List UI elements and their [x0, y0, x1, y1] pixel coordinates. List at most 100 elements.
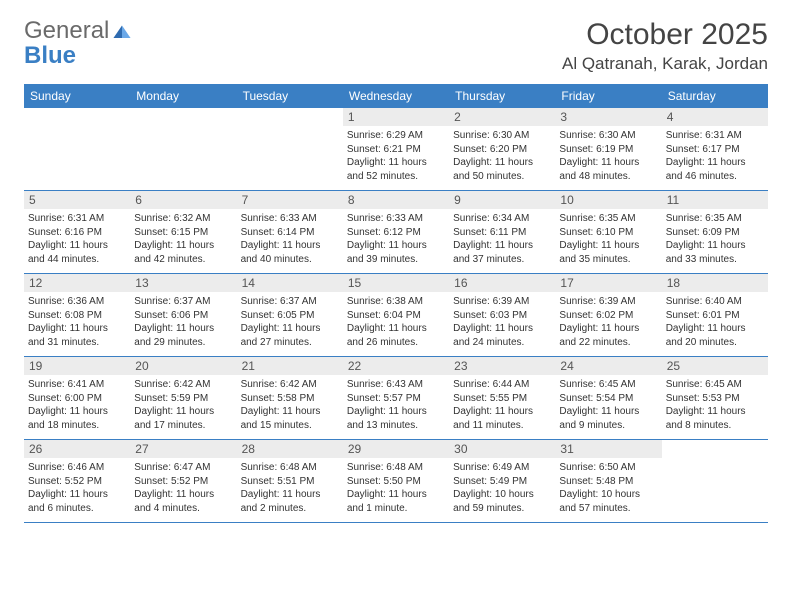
daylight-text: Daylight: 11 hours and 11 minutes. [453, 405, 551, 432]
day-number: 19 [24, 357, 130, 375]
day-details: Sunrise: 6:30 AMSunset: 6:20 PMDaylight:… [453, 129, 551, 183]
sunset-text: Sunset: 6:20 PM [453, 143, 551, 157]
sunrise-text: Sunrise: 6:46 AM [28, 461, 126, 475]
sunrise-text: Sunrise: 6:34 AM [453, 212, 551, 226]
daylight-text: Daylight: 11 hours and 22 minutes. [559, 322, 657, 349]
day-cell: 20Sunrise: 6:42 AMSunset: 5:59 PMDayligh… [130, 357, 236, 439]
week-row: ...1Sunrise: 6:29 AMSunset: 6:21 PMDayli… [24, 108, 768, 191]
day-cell: 6Sunrise: 6:32 AMSunset: 6:15 PMDaylight… [130, 191, 236, 273]
day-number: 31 [555, 440, 661, 458]
day-cell: . [237, 108, 343, 190]
weekday-header: Tuesday [237, 84, 343, 108]
daylight-text: Daylight: 11 hours and 52 minutes. [347, 156, 445, 183]
day-cell: 25 Sunrise: 6:45 AMSunset: 5:53 PMDayligh… [662, 357, 768, 439]
sunrise-text: Sunrise: 6:30 AM [453, 129, 551, 143]
sunrise-text: Sunrise: 6:30 AM [559, 129, 657, 143]
day-details: Sunrise: 6:44 AMSunset: 5:55 PMDaylight:… [453, 378, 551, 432]
day-details: Sunrise: 6:31 AMSunset: 6:16 PMDaylight:… [28, 212, 126, 266]
daylight-text: Daylight: 11 hours and 4 minutes. [134, 488, 232, 515]
daylight-text: Daylight: 11 hours and 13 minutes. [347, 405, 445, 432]
day-number: 27 [130, 440, 236, 458]
day-cell: 24 Sunrise: 6:45 AMSunset: 5:54 PMDayligh… [555, 357, 661, 439]
sunset-text: Sunset: 5:58 PM [241, 392, 339, 406]
day-number: 4 [662, 108, 768, 126]
day-number: 2 [449, 108, 555, 126]
day-cell: 28Sunrise: 6:48 AMSunset: 5:51 PMDayligh… [237, 440, 343, 522]
week-row: 19Sunrise: 6:41 AMSunset: 6:00 PMDayligh… [24, 357, 768, 440]
day-cell: 3 Sunrise: 6:30 AMSunset: 6:19 PMDaylight… [555, 108, 661, 190]
week-row: 26Sunrise: 6:46 AMSunset: 5:52 PMDayligh… [24, 440, 768, 523]
sunrise-text: Sunrise: 6:50 AM [559, 461, 657, 475]
header: GeneralBlue October 2025 Al Qatranah, Ka… [24, 18, 768, 74]
weekday-header-row: Sunday Monday Tuesday Wednesday Thursday… [24, 84, 768, 108]
sunrise-text: Sunrise: 6:31 AM [666, 129, 764, 143]
day-details: Sunrise: 6:50 AMSunset: 5:48 PMDaylight:… [559, 461, 657, 515]
sunset-text: Sunset: 5:51 PM [241, 475, 339, 489]
sunset-text: Sunset: 6:02 PM [559, 309, 657, 323]
day-cell: 14Sunrise: 6:37 AMSunset: 6:05 PMDayligh… [237, 274, 343, 356]
sunrise-text: Sunrise: 6:45 AM [559, 378, 657, 392]
day-cell: 19Sunrise: 6:41 AMSunset: 6:00 PMDayligh… [24, 357, 130, 439]
sunset-text: Sunset: 5:52 PM [134, 475, 232, 489]
weekday-header: Sunday [24, 84, 130, 108]
logo-text-general: General [24, 17, 109, 44]
daylight-text: Daylight: 11 hours and 39 minutes. [347, 239, 445, 266]
day-cell: . [24, 108, 130, 190]
day-cell: 1 Sunrise: 6:29 AMSunset: 6:21 PMDaylight… [343, 108, 449, 190]
sunset-text: Sunset: 6:17 PM [666, 143, 764, 157]
daylight-text: Daylight: 11 hours and 17 minutes. [134, 405, 232, 432]
weekday-header: Saturday [662, 84, 768, 108]
day-details: Sunrise: 6:38 AMSunset: 6:04 PMDaylight:… [347, 295, 445, 349]
day-number: 1 [343, 108, 449, 126]
day-details: Sunrise: 6:29 AMSunset: 6:21 PMDaylight:… [347, 129, 445, 183]
day-cell: 16Sunrise: 6:39 AMSunset: 6:03 PMDayligh… [449, 274, 555, 356]
daylight-text: Daylight: 11 hours and 1 minute. [347, 488, 445, 515]
sunrise-text: Sunrise: 6:48 AM [241, 461, 339, 475]
day-cell: . [130, 108, 236, 190]
week-row: 5 Sunrise: 6:31 AMSunset: 6:16 PMDaylight… [24, 191, 768, 274]
daylight-text: Daylight: 11 hours and 8 minutes. [666, 405, 764, 432]
location: Al Qatranah, Karak, Jordan [562, 54, 768, 74]
day-details: Sunrise: 6:42 AMSunset: 5:58 PMDaylight:… [241, 378, 339, 432]
day-number: 29 [343, 440, 449, 458]
day-details: Sunrise: 6:40 AMSunset: 6:01 PMDaylight:… [666, 295, 764, 349]
sunrise-text: Sunrise: 6:42 AM [241, 378, 339, 392]
sunset-text: Sunset: 6:19 PM [559, 143, 657, 157]
day-number: 21 [237, 357, 343, 375]
daylight-text: Daylight: 11 hours and 35 minutes. [559, 239, 657, 266]
sunrise-text: Sunrise: 6:39 AM [559, 295, 657, 309]
sunset-text: Sunset: 6:10 PM [559, 226, 657, 240]
daylight-text: Daylight: 11 hours and 44 minutes. [28, 239, 126, 266]
sunrise-text: Sunrise: 6:31 AM [28, 212, 126, 226]
sunset-text: Sunset: 6:05 PM [241, 309, 339, 323]
sunset-text: Sunset: 6:15 PM [134, 226, 232, 240]
day-cell: 7Sunrise: 6:33 AMSunset: 6:14 PMDaylight… [237, 191, 343, 273]
day-number: 7 [237, 191, 343, 209]
sunrise-text: Sunrise: 6:35 AM [666, 212, 764, 226]
day-cell: 26Sunrise: 6:46 AMSunset: 5:52 PMDayligh… [24, 440, 130, 522]
day-details: Sunrise: 6:45 AMSunset: 5:54 PMDaylight:… [559, 378, 657, 432]
day-number: 12 [24, 274, 130, 292]
day-number: 5 [24, 191, 130, 209]
day-number: 11 [662, 191, 768, 209]
sunrise-text: Sunrise: 6:41 AM [28, 378, 126, 392]
sunset-text: Sunset: 5:49 PM [453, 475, 551, 489]
day-number: 10 [555, 191, 661, 209]
day-number: 3 [555, 108, 661, 126]
day-number: 14 [237, 274, 343, 292]
day-number: 25 [662, 357, 768, 375]
sunset-text: Sunset: 6:12 PM [347, 226, 445, 240]
sunset-text: Sunset: 6:21 PM [347, 143, 445, 157]
daylight-text: Daylight: 11 hours and 9 minutes. [559, 405, 657, 432]
logo-text-blue: Blue [24, 42, 76, 69]
day-details: Sunrise: 6:45 AMSunset: 5:53 PMDaylight:… [666, 378, 764, 432]
daylight-text: Daylight: 11 hours and 42 minutes. [134, 239, 232, 266]
sunrise-text: Sunrise: 6:29 AM [347, 129, 445, 143]
sunrise-text: Sunrise: 6:43 AM [347, 378, 445, 392]
day-details: Sunrise: 6:30 AMSunset: 6:19 PMDaylight:… [559, 129, 657, 183]
day-details: Sunrise: 6:31 AMSunset: 6:17 PMDaylight:… [666, 129, 764, 183]
sunset-text: Sunset: 5:57 PM [347, 392, 445, 406]
day-details: Sunrise: 6:32 AMSunset: 6:15 PMDaylight:… [134, 212, 232, 266]
logo: GeneralBlue [24, 18, 132, 68]
day-number: 24 [555, 357, 661, 375]
